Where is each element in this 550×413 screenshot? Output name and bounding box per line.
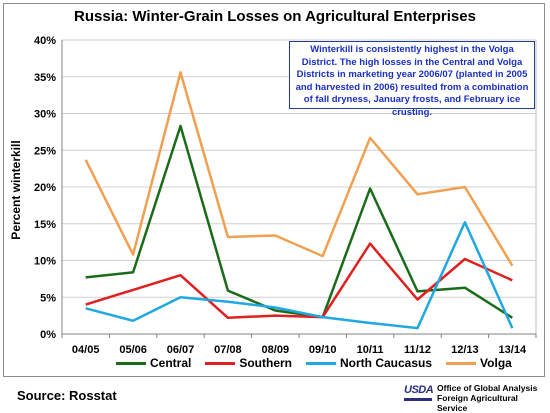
- x-tick-label: 12/13: [451, 344, 479, 356]
- x-tick-label: 08/09: [262, 344, 290, 356]
- series-line-southern: [85, 242, 513, 320]
- x-tick-label: 06/07: [167, 344, 195, 356]
- legend-item-volga: Volga: [446, 356, 512, 370]
- usda-logo: USDA: [404, 384, 434, 396]
- legend-item-central: Central: [116, 356, 191, 370]
- legend-item-north-caucasus: North Caucasus: [306, 356, 432, 370]
- y-tick-label: 5%: [40, 292, 56, 304]
- y-tick-label: 30%: [34, 109, 56, 121]
- legend-swatch: [446, 361, 477, 365]
- legend-swatch: [205, 361, 236, 365]
- agency-name: Office of Global Analysis Foreign Agricu…: [437, 383, 550, 413]
- y-tick-label: 15%: [34, 219, 56, 231]
- agency-line-2: Foreign Agricultural Service: [437, 393, 518, 413]
- axes: 0% 5% 10% 15% 20% 25% 30% 35% 40% 04/05 05/06 06/07…: [34, 35, 537, 356]
- y-tick-label: 40%: [34, 35, 56, 47]
- x-tick-label: 07/08: [214, 344, 242, 356]
- legend-swatch: [116, 361, 146, 365]
- legend-item-southern: Southern: [205, 356, 292, 370]
- usda-logo-underline: [404, 398, 432, 401]
- x-tick-label: 13/14: [499, 344, 527, 356]
- y-tick-label: 20%: [34, 182, 56, 194]
- agency-line-1: Office of Global Analysis: [437, 383, 538, 393]
- legend: Central Southern North Caucasus Volga: [116, 356, 512, 370]
- series-line-north-caucasus: [85, 221, 514, 330]
- legend-label: North Caucasus: [340, 356, 433, 370]
- legend-label: Southern: [239, 356, 293, 370]
- x-tick-label: 11/12: [404, 344, 431, 356]
- series-line-central: [85, 124, 513, 319]
- x-tick-label: 09/10: [309, 344, 337, 356]
- legend-label: Central: [150, 356, 192, 370]
- source-note: Source: Rosstat: [17, 388, 117, 403]
- chart-title: Russia: Winter-Grain Losses on Agricultu…: [74, 8, 476, 25]
- series-line-volga: [84, 71, 514, 267]
- legend-swatch: [306, 361, 337, 365]
- y-tick-label: 10%: [34, 256, 56, 268]
- y-tick-label: 25%: [34, 145, 56, 157]
- x-tick-label: 10/11: [357, 344, 384, 356]
- legend-label: Volga: [480, 356, 512, 370]
- y-tick-label: 35%: [34, 72, 56, 84]
- y-axis-label: Percent winterkill: [9, 140, 23, 239]
- x-tick-label: 05/06: [119, 344, 147, 356]
- y-tick-label: 0%: [40, 329, 56, 341]
- series-lines: [84, 71, 514, 330]
- annotation-box: Winterkill is consistently highest in th…: [289, 41, 535, 118]
- x-tick-label: 04/05: [72, 344, 100, 356]
